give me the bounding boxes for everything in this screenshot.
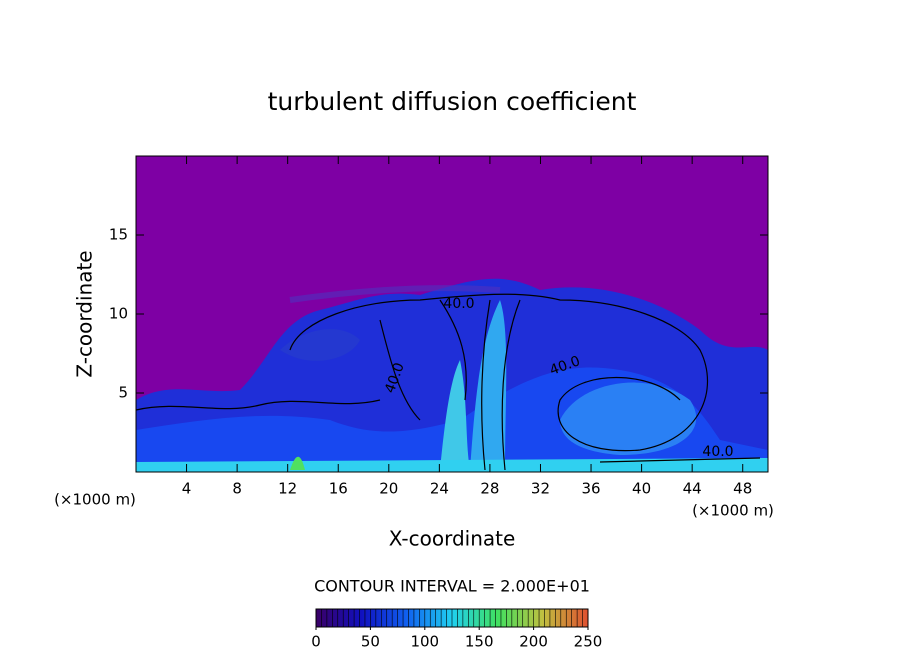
x-tick-label: 44	[683, 480, 702, 498]
x-tick-label: 48	[733, 480, 752, 498]
y-tick-label: 10	[109, 305, 128, 323]
colorbar-tick-label: 0	[311, 633, 321, 651]
colorbar-tick-label: 250	[574, 633, 603, 651]
contour-label: 40.0	[443, 296, 474, 312]
x-tick-label: 32	[531, 480, 550, 498]
colorbar-tick-label: 150	[465, 633, 494, 651]
x-tick-label: 4	[182, 480, 192, 498]
contour-line	[599, 457, 761, 463]
contour-label: 40.0	[702, 444, 733, 460]
y-tick-label: 5	[118, 384, 128, 402]
y-axis-label: Z-coordinate	[73, 250, 97, 377]
y-unit: (×1000 m)	[54, 491, 136, 509]
colorbar-tick-label: 50	[361, 633, 380, 651]
contour-line	[379, 299, 467, 421]
colorbar-tick-label: 100	[410, 633, 439, 651]
x-tick-label: 20	[379, 480, 398, 498]
x-tick-label: 40	[632, 480, 651, 498]
colorbar-tick-label: 200	[519, 633, 548, 651]
contour-interval: CONTOUR INTERVAL = 2.000E+01	[314, 577, 590, 596]
x-axis-label: X-coordinate	[389, 527, 516, 551]
chart-title: turbulent diffusion coefficient	[268, 87, 637, 116]
y-tick-label: 15	[109, 226, 128, 244]
field	[136, 156, 768, 472]
x-tick-label: 12	[278, 480, 297, 498]
x-unit: (×1000 m)	[692, 502, 774, 520]
contour-line	[481, 299, 491, 471]
x-tick-label: 24	[430, 480, 449, 498]
contour-line	[136, 399, 381, 411]
x-tick-label: 28	[480, 480, 499, 498]
contour-line	[501, 299, 521, 471]
x-tick-label: 8	[232, 480, 242, 498]
x-tick-label: 16	[329, 480, 348, 498]
x-tick-label: 36	[581, 480, 600, 498]
contour-line	[289, 293, 709, 452]
